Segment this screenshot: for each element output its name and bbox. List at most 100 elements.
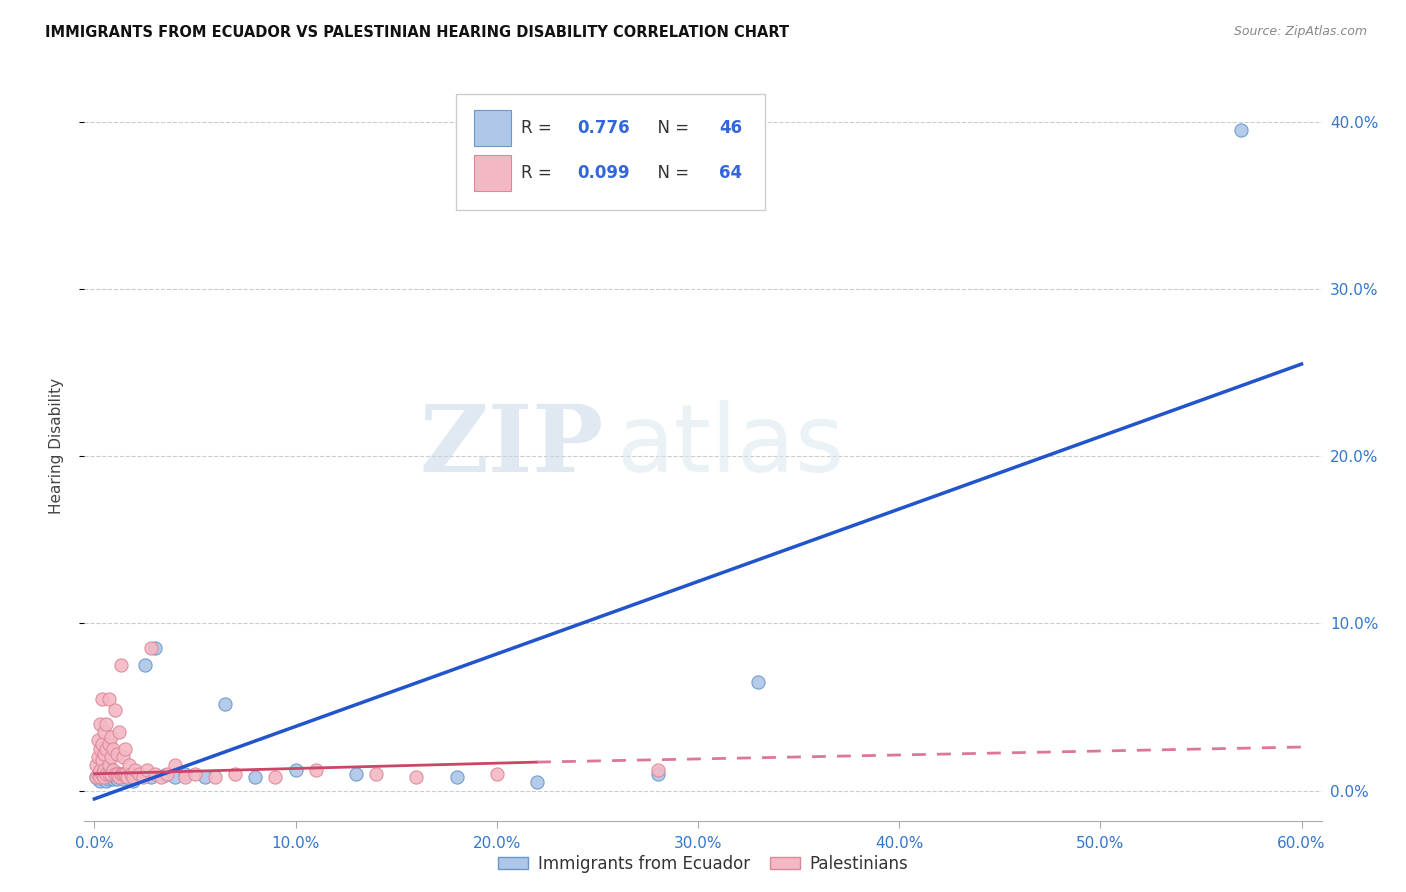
Point xyxy=(86,770,108,784)
Point xyxy=(121,770,143,784)
Point xyxy=(103,765,125,780)
Point xyxy=(101,764,124,778)
Point xyxy=(174,767,197,781)
Point xyxy=(647,767,669,781)
Point xyxy=(89,768,111,782)
Text: 64: 64 xyxy=(718,164,742,182)
Point xyxy=(364,767,387,781)
Point xyxy=(245,770,267,784)
Point xyxy=(107,725,129,739)
Point xyxy=(121,773,143,788)
Point xyxy=(93,725,115,739)
Point xyxy=(91,770,114,784)
Point xyxy=(194,770,217,784)
Text: 0.776: 0.776 xyxy=(576,120,630,137)
Text: N =: N = xyxy=(647,120,695,137)
Point xyxy=(156,767,179,781)
Point xyxy=(1230,123,1253,137)
Legend: Immigrants from Ecuador, Palestinians: Immigrants from Ecuador, Palestinians xyxy=(491,848,915,880)
Point xyxy=(91,765,114,780)
Point xyxy=(305,764,328,778)
Point xyxy=(93,772,115,786)
Point xyxy=(405,770,427,784)
Point xyxy=(747,674,769,689)
Point xyxy=(120,767,142,781)
Point xyxy=(101,772,124,786)
Point xyxy=(96,767,118,781)
Point xyxy=(149,770,172,784)
Point xyxy=(174,770,197,784)
Point xyxy=(89,770,111,784)
Point xyxy=(214,697,236,711)
Point xyxy=(107,768,129,782)
Point xyxy=(117,758,139,772)
Point xyxy=(96,741,118,756)
Point xyxy=(87,767,110,781)
Point xyxy=(134,658,156,673)
Point xyxy=(114,767,136,781)
Point xyxy=(204,770,226,784)
Point xyxy=(101,741,124,756)
Point xyxy=(105,767,128,781)
Point xyxy=(103,767,125,781)
Point xyxy=(100,767,122,781)
Point xyxy=(96,773,118,788)
Point xyxy=(103,703,125,717)
FancyBboxPatch shape xyxy=(456,94,765,210)
Point xyxy=(89,764,111,778)
Point xyxy=(93,747,115,761)
Text: 0.099: 0.099 xyxy=(576,164,630,182)
Text: N =: N = xyxy=(647,164,695,182)
Point xyxy=(97,768,120,782)
Text: 46: 46 xyxy=(718,120,742,137)
Point xyxy=(100,750,122,764)
Point xyxy=(100,767,122,781)
Point xyxy=(97,764,120,778)
Point xyxy=(139,641,162,656)
Point xyxy=(107,770,129,784)
Point xyxy=(97,767,120,781)
Point xyxy=(128,767,150,781)
Point xyxy=(100,730,122,744)
Point xyxy=(110,658,132,673)
Point xyxy=(87,750,110,764)
Point xyxy=(87,733,110,747)
Point xyxy=(93,770,115,784)
Point xyxy=(163,758,186,772)
FancyBboxPatch shape xyxy=(474,155,512,191)
Point xyxy=(105,747,128,761)
Point xyxy=(184,767,207,781)
Point xyxy=(103,770,125,784)
Point xyxy=(153,768,176,782)
Point xyxy=(143,767,166,781)
Text: IMMIGRANTS FROM ECUADOR VS PALESTINIAN HEARING DISABILITY CORRELATION CHART: IMMIGRANTS FROM ECUADOR VS PALESTINIAN H… xyxy=(45,25,789,40)
Text: R =: R = xyxy=(522,164,557,182)
FancyBboxPatch shape xyxy=(474,111,512,146)
Point xyxy=(124,770,146,784)
Point xyxy=(110,767,132,781)
Point xyxy=(91,753,114,767)
Point xyxy=(485,767,508,781)
Point xyxy=(139,770,162,784)
Point xyxy=(93,764,115,778)
Point xyxy=(131,770,153,784)
Point xyxy=(97,691,120,706)
Text: R =: R = xyxy=(522,120,557,137)
Text: ZIP: ZIP xyxy=(420,401,605,491)
Point xyxy=(526,775,548,789)
Point xyxy=(97,772,120,786)
Point xyxy=(96,716,118,731)
Point xyxy=(284,764,307,778)
Point xyxy=(91,767,114,781)
Point xyxy=(97,737,120,751)
Point xyxy=(89,716,111,731)
Point xyxy=(128,768,150,782)
Point xyxy=(111,767,134,781)
Point xyxy=(114,768,136,782)
Point xyxy=(96,770,118,784)
Point xyxy=(446,770,468,784)
Point xyxy=(105,772,128,786)
Point xyxy=(101,768,124,782)
Point xyxy=(107,770,129,784)
Point xyxy=(120,767,142,781)
